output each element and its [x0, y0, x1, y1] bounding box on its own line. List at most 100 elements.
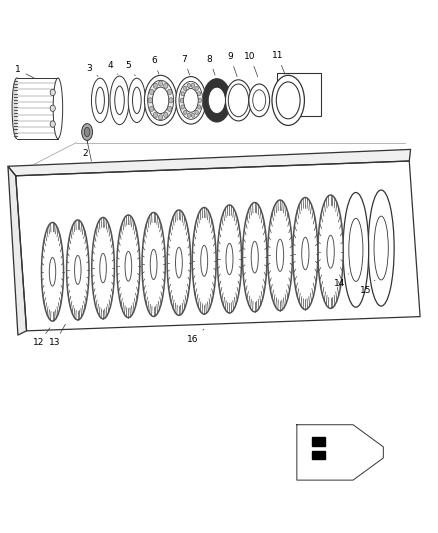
Circle shape [195, 86, 198, 91]
Ellipse shape [145, 75, 177, 125]
Circle shape [153, 83, 158, 88]
Ellipse shape [343, 192, 369, 307]
Ellipse shape [148, 80, 173, 120]
Ellipse shape [243, 203, 267, 312]
Ellipse shape [226, 244, 233, 274]
Ellipse shape [12, 78, 21, 139]
Circle shape [148, 98, 152, 103]
Circle shape [181, 105, 184, 109]
Circle shape [159, 81, 163, 86]
Text: 7: 7 [181, 55, 190, 75]
Ellipse shape [268, 200, 293, 311]
Ellipse shape [128, 78, 145, 123]
Text: 9: 9 [227, 52, 237, 77]
Text: 8: 8 [207, 55, 215, 75]
Ellipse shape [368, 190, 394, 306]
Ellipse shape [201, 245, 208, 276]
Text: 3: 3 [86, 63, 98, 76]
Circle shape [164, 112, 168, 118]
Ellipse shape [42, 222, 64, 321]
Ellipse shape [82, 124, 92, 140]
Ellipse shape [117, 215, 140, 318]
Bar [277, 73, 321, 116]
Circle shape [187, 113, 191, 117]
Text: 14: 14 [333, 274, 349, 288]
Ellipse shape [253, 90, 266, 111]
Text: 10: 10 [244, 52, 258, 77]
Ellipse shape [293, 198, 318, 310]
Circle shape [198, 98, 202, 102]
Ellipse shape [96, 87, 104, 114]
Circle shape [50, 90, 55, 95]
Text: 4: 4 [107, 61, 118, 75]
Polygon shape [8, 166, 27, 335]
Ellipse shape [251, 241, 258, 273]
Ellipse shape [179, 82, 203, 119]
Circle shape [191, 113, 194, 117]
Ellipse shape [228, 84, 249, 117]
Text: 1: 1 [15, 65, 34, 78]
Ellipse shape [115, 86, 124, 115]
Circle shape [180, 98, 184, 102]
Text: 2: 2 [82, 140, 88, 158]
Text: 11: 11 [272, 51, 285, 74]
Ellipse shape [133, 87, 141, 114]
Polygon shape [312, 451, 325, 459]
Circle shape [181, 92, 184, 96]
Ellipse shape [327, 235, 334, 268]
Circle shape [164, 83, 168, 88]
Circle shape [184, 110, 187, 115]
Text: 12: 12 [33, 328, 50, 348]
Ellipse shape [152, 87, 169, 114]
Ellipse shape [176, 247, 182, 278]
Ellipse shape [208, 87, 226, 114]
Ellipse shape [53, 78, 63, 139]
Ellipse shape [49, 257, 56, 286]
Ellipse shape [125, 252, 132, 281]
Polygon shape [8, 149, 410, 176]
Ellipse shape [84, 127, 90, 137]
Circle shape [149, 106, 154, 111]
Ellipse shape [302, 237, 309, 270]
Text: 16: 16 [187, 329, 204, 344]
Text: 6: 6 [151, 56, 159, 74]
Circle shape [149, 90, 154, 94]
Bar [17, 78, 58, 139]
Ellipse shape [318, 195, 343, 309]
Text: 13: 13 [49, 324, 65, 348]
Circle shape [184, 86, 187, 91]
Ellipse shape [92, 217, 114, 319]
Ellipse shape [167, 210, 191, 316]
Text: 5: 5 [125, 61, 135, 76]
Circle shape [50, 105, 55, 111]
Circle shape [153, 112, 158, 118]
Circle shape [187, 83, 191, 87]
Polygon shape [312, 438, 325, 446]
Ellipse shape [184, 88, 198, 112]
Ellipse shape [374, 216, 389, 280]
Ellipse shape [272, 75, 304, 125]
Ellipse shape [192, 207, 216, 314]
Circle shape [167, 106, 172, 111]
Ellipse shape [150, 249, 157, 279]
Ellipse shape [92, 78, 109, 123]
Ellipse shape [349, 219, 363, 281]
Circle shape [50, 121, 55, 127]
Polygon shape [16, 161, 420, 331]
Ellipse shape [217, 205, 241, 313]
Ellipse shape [249, 84, 270, 117]
Circle shape [191, 83, 194, 87]
Ellipse shape [176, 77, 206, 124]
Ellipse shape [74, 255, 81, 285]
Text: 15: 15 [360, 280, 375, 295]
Ellipse shape [203, 79, 231, 122]
Circle shape [198, 92, 201, 96]
Ellipse shape [100, 253, 106, 283]
Circle shape [159, 115, 163, 120]
Ellipse shape [226, 80, 251, 121]
Ellipse shape [276, 82, 300, 119]
Ellipse shape [110, 76, 129, 125]
Ellipse shape [67, 220, 89, 320]
Circle shape [198, 105, 201, 109]
Ellipse shape [276, 239, 284, 271]
